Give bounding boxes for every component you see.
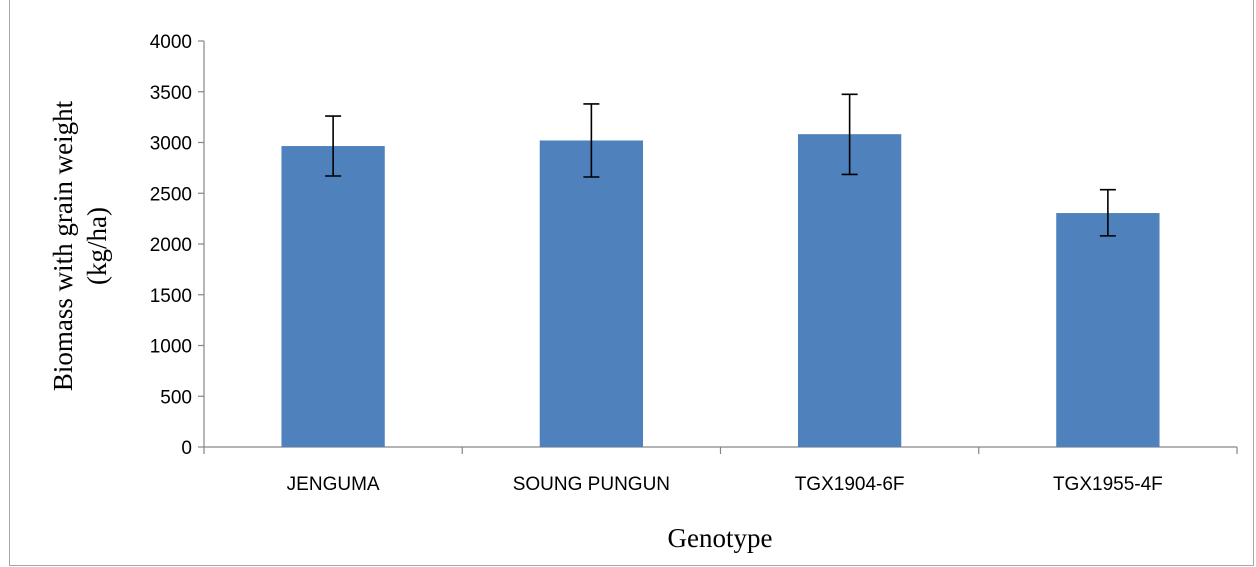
y-tick-label: 3500 — [150, 83, 192, 104]
y-axis-title-line-1: Biomass with grain weight — [48, 100, 78, 391]
y-tick-label: 2000 — [150, 235, 192, 256]
y-axis-title-line-2: (kg/ha) — [82, 207, 112, 285]
bar — [539, 140, 644, 447]
y-tick-label: 2500 — [150, 184, 192, 205]
bar — [1056, 213, 1160, 447]
y-tick-label: 500 — [160, 387, 192, 408]
y-tick-label: 3000 — [150, 134, 192, 155]
y-tick-label: 4000 — [150, 32, 192, 53]
plot-area: 0 500 1000 1500 2000 2500 3000 3500 4000 JENGUMA S… — [150, 32, 1238, 495]
bar — [797, 134, 902, 447]
y-axis-title: Biomass with grain weight (kg/ha) — [48, 100, 112, 391]
x-tick-label: TGX1955-4F — [1053, 474, 1163, 495]
x-axis-title: Genotype — [668, 523, 773, 553]
x-tick-label: TGX1904-6F — [795, 474, 905, 495]
bar — [281, 146, 385, 448]
y-tick-label: 0 — [181, 438, 192, 459]
y-tick-label: 1000 — [150, 337, 192, 358]
y-tick-label: 1500 — [150, 286, 192, 307]
x-tick-label: SOUNG PUNGUN — [513, 474, 670, 495]
x-tick-label: JENGUMA — [287, 474, 380, 495]
